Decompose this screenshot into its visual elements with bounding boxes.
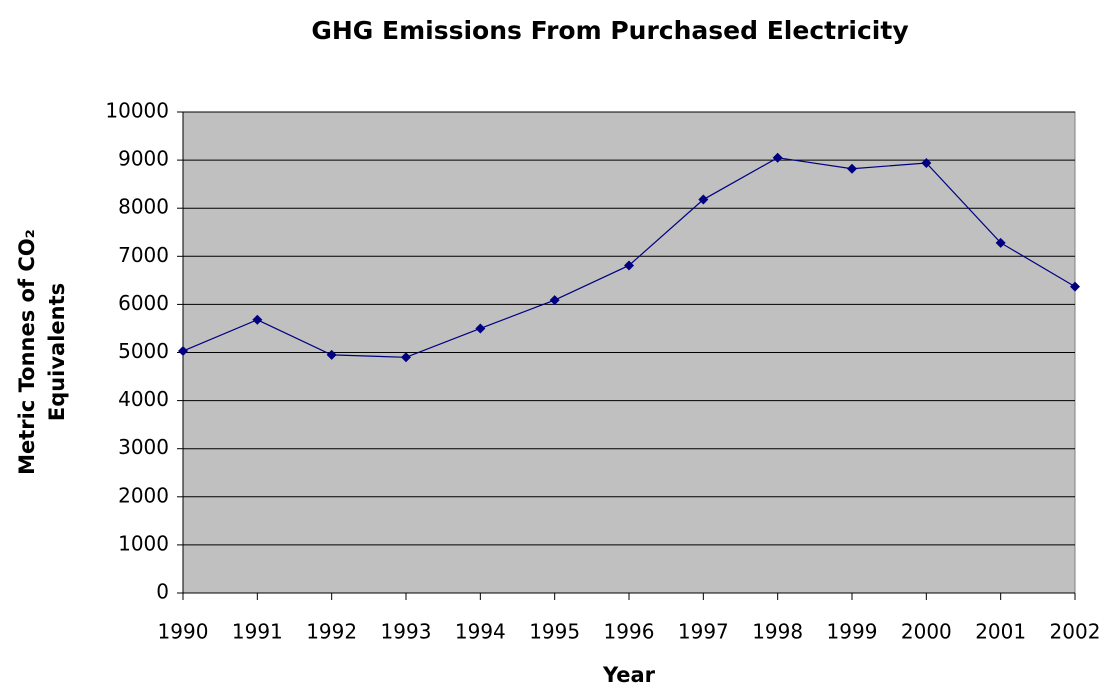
chart-title: GHG Emissions From Purchased Electricity: [311, 16, 908, 45]
x-tick-label: 1996: [604, 620, 655, 644]
data-point: [921, 157, 932, 168]
data-point: [401, 352, 411, 363]
data-point: [847, 163, 857, 174]
data-point: [1070, 281, 1080, 292]
data-point: [326, 349, 337, 360]
x-tick-label: 2000: [901, 620, 952, 644]
y-tick-label: 6000: [118, 291, 169, 315]
x-tick-label: 1993: [381, 620, 432, 644]
x-tick-label: 1990: [158, 620, 209, 644]
y-tick-label: 3000: [118, 435, 169, 459]
data-point: [772, 152, 783, 163]
y-tick-label: 4000: [118, 387, 169, 411]
data-point: [698, 194, 709, 205]
y-tick-label: 10000: [105, 99, 169, 123]
data-point: [475, 323, 486, 334]
x-tick-label: 2001: [975, 620, 1026, 644]
y-tick-label: 5000: [118, 339, 169, 363]
y-tick-label: 2000: [118, 483, 169, 507]
x-tick-label: 1995: [529, 620, 580, 644]
x-tick-label: 1998: [752, 620, 803, 644]
x-tick-label: 1991: [232, 620, 283, 644]
x-tick-label: 2002: [1050, 620, 1101, 644]
data-point: [252, 314, 263, 325]
x-tick-label: 1997: [678, 620, 729, 644]
y-axis-label: Metric Tonnes of CO₂: [15, 229, 39, 475]
data-point: [549, 295, 560, 306]
x-axis-label: Year: [602, 663, 656, 687]
x-tick-label: 1992: [306, 620, 357, 644]
data-point: [624, 260, 634, 271]
y-tick-label: 7000: [118, 243, 169, 267]
y-tick-label: 8000: [118, 195, 169, 219]
data-point: [995, 237, 1006, 248]
data-point: [178, 346, 188, 357]
y-axis-label: Equivalents: [45, 283, 69, 421]
x-tick-label: 1994: [455, 620, 506, 644]
y-tick-label: 9000: [118, 147, 169, 171]
y-tick-label: 1000: [118, 531, 169, 555]
x-tick-label: 1999: [827, 620, 878, 644]
y-tick-label: 0: [156, 580, 169, 604]
